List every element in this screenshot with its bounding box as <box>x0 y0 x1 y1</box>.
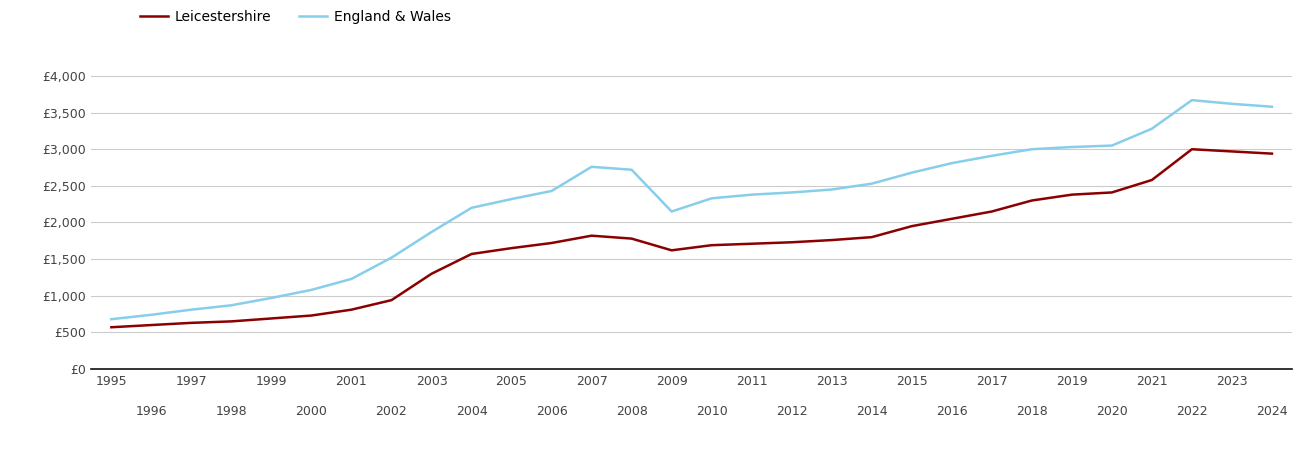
Leicestershire <box>103 324 119 330</box>
Line: England & Wales: England & Wales <box>111 100 1272 319</box>
England & Wales <box>504 196 519 202</box>
Leicestershire <box>1064 192 1079 198</box>
England & Wales <box>144 312 159 318</box>
Leicestershire <box>1184 147 1199 152</box>
Leicestershire <box>424 271 440 276</box>
Line: Leicestershire: Leicestershire <box>111 149 1272 327</box>
England & Wales <box>343 276 359 282</box>
England & Wales <box>384 255 399 261</box>
England & Wales <box>703 196 719 201</box>
Leicestershire <box>583 233 599 238</box>
England & Wales <box>864 181 880 186</box>
England & Wales <box>463 205 479 211</box>
Leicestershire <box>343 307 359 312</box>
Leicestershire <box>304 313 320 318</box>
England & Wales <box>544 188 560 194</box>
England & Wales <box>1064 144 1079 150</box>
Leicestershire <box>703 243 719 248</box>
England & Wales <box>944 161 959 166</box>
Leicestershire <box>144 322 159 328</box>
England & Wales <box>184 307 200 312</box>
England & Wales <box>984 153 1000 158</box>
England & Wales <box>664 209 680 214</box>
Leicestershire <box>264 316 279 321</box>
England & Wales <box>424 230 440 235</box>
England & Wales <box>1224 101 1240 107</box>
Leicestershire <box>1224 149 1240 154</box>
Leicestershire <box>223 319 239 324</box>
Leicestershire <box>664 248 680 253</box>
Leicestershire <box>784 239 800 245</box>
England & Wales <box>1184 98 1199 103</box>
England & Wales <box>1144 126 1160 131</box>
England & Wales <box>264 295 279 301</box>
England & Wales <box>823 187 839 192</box>
England & Wales <box>1104 143 1120 148</box>
England & Wales <box>784 190 800 195</box>
Leicestershire <box>944 216 959 221</box>
Leicestershire <box>823 237 839 243</box>
Leicestershire <box>984 209 1000 214</box>
Leicestershire <box>1144 177 1160 183</box>
Leicestershire <box>504 245 519 251</box>
Legend: Leicestershire, England & Wales: Leicestershire, England & Wales <box>134 4 457 29</box>
England & Wales <box>744 192 760 198</box>
Leicestershire <box>1104 190 1120 195</box>
Leicestershire <box>744 241 760 247</box>
England & Wales <box>223 302 239 308</box>
Leicestershire <box>544 240 560 246</box>
England & Wales <box>904 170 920 176</box>
Leicestershire <box>624 236 639 241</box>
Leicestershire <box>904 224 920 229</box>
England & Wales <box>1024 147 1040 152</box>
England & Wales <box>624 167 639 172</box>
Leicestershire <box>1265 151 1280 156</box>
England & Wales <box>583 164 599 170</box>
England & Wales <box>103 316 119 322</box>
Leicestershire <box>864 234 880 240</box>
Leicestershire <box>184 320 200 325</box>
England & Wales <box>1265 104 1280 109</box>
Leicestershire <box>384 297 399 303</box>
Leicestershire <box>1024 198 1040 203</box>
England & Wales <box>304 287 320 292</box>
Leicestershire <box>463 251 479 256</box>
